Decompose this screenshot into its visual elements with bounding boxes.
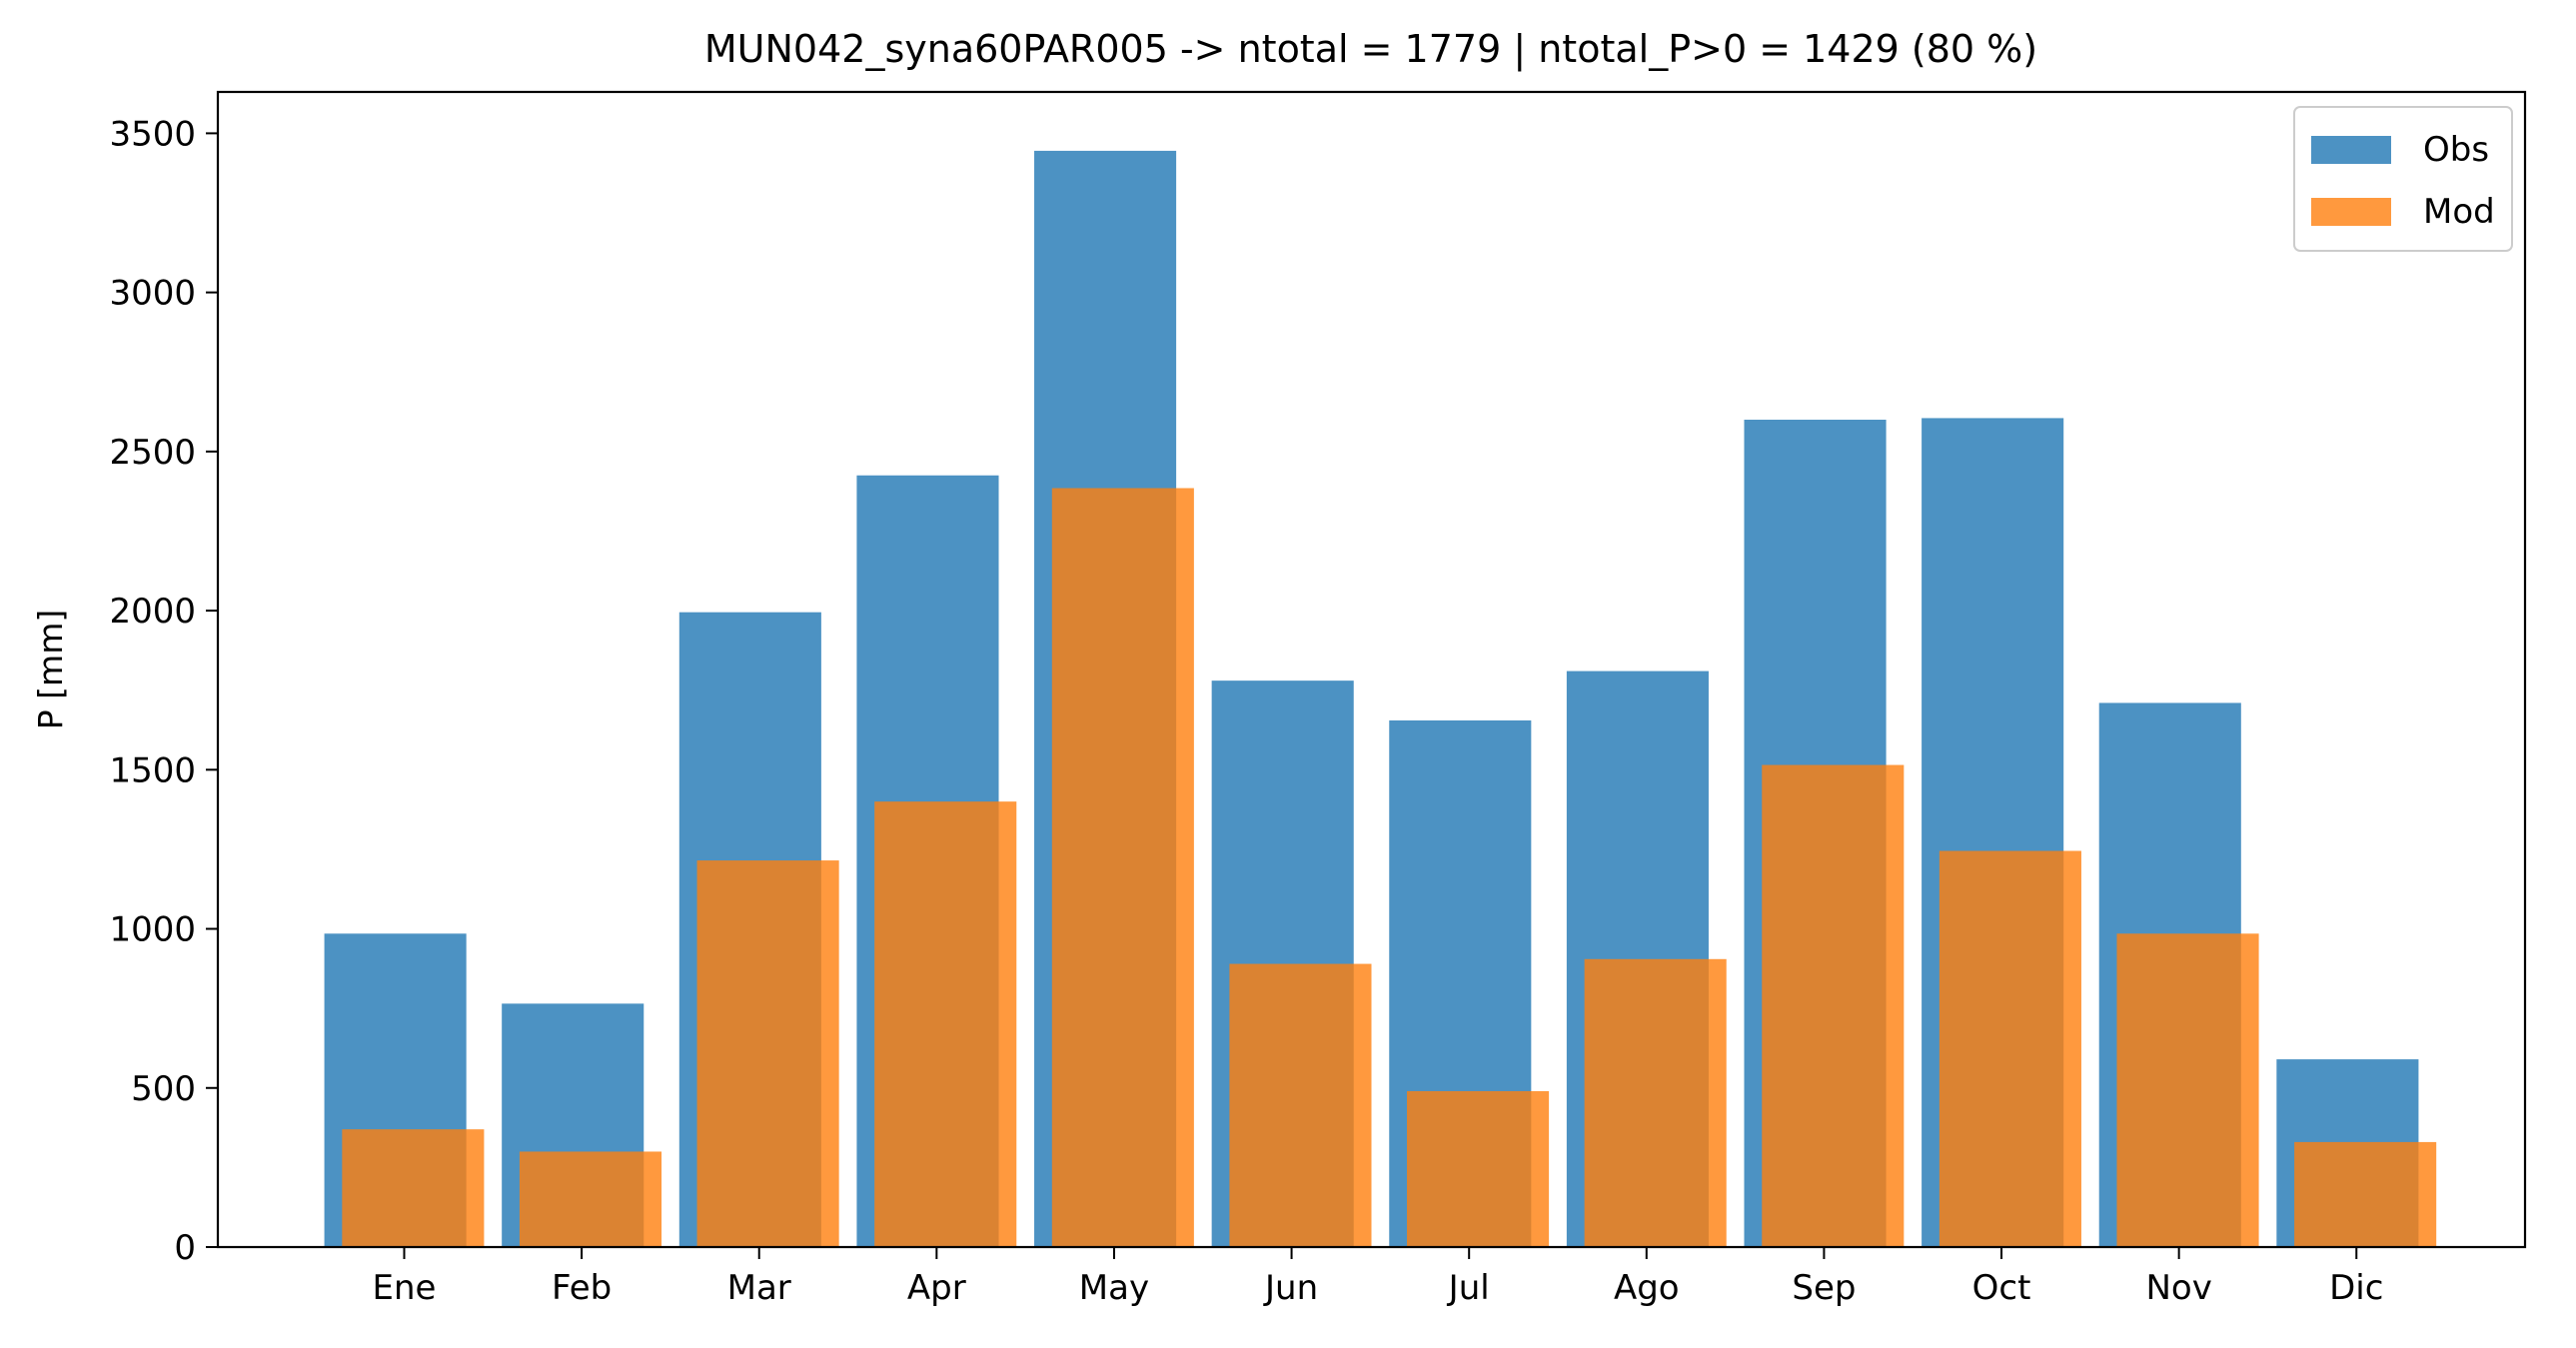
legend: Obs Mod — [2293, 106, 2513, 252]
x-tick-label: Apr — [907, 1268, 966, 1308]
x-tick-label: Jul — [1447, 1268, 1490, 1308]
bar-mod-feb — [519, 1151, 662, 1247]
x-tick-label: Oct — [1972, 1268, 2031, 1308]
x-tick-label: Nov — [2145, 1268, 2211, 1308]
x-tick-label: Mar — [727, 1268, 791, 1308]
y-tick-label: 500 — [131, 1069, 196, 1109]
y-tick-label: 1500 — [109, 750, 196, 790]
y-tick-label: 0 — [174, 1228, 196, 1268]
y-axis: 0 500 1000 1500 2000 2500 3000 3500 — [109, 114, 218, 1268]
x-axis: Ene Feb Mar Apr May Jun Jul Ago Sep Oct Nov Dic — [373, 1247, 2383, 1308]
x-tick-label: Sep — [1792, 1268, 1856, 1308]
bar-mod-oct — [1938, 850, 2081, 1247]
x-tick-label: Ago — [1614, 1268, 1680, 1308]
bar-mod-sep — [1762, 764, 1905, 1247]
bar-mod-apr — [874, 801, 1017, 1247]
x-tick-label: Feb — [552, 1268, 612, 1308]
y-tick-label: 2500 — [109, 433, 196, 473]
legend-label-mod: Mod — [2423, 192, 2495, 232]
y-tick-label: 3000 — [109, 274, 196, 314]
legend-label-obs: Obs — [2423, 130, 2489, 170]
bar-mod-jul — [1407, 1090, 1550, 1247]
y-tick-label: 3500 — [109, 114, 196, 154]
bar-mod-nov — [2116, 933, 2259, 1247]
x-tick-label: May — [1079, 1268, 1149, 1308]
bar-mod-may — [1051, 488, 1194, 1248]
x-tick-label: Jun — [1263, 1268, 1318, 1308]
bar-mod-ene — [342, 1129, 485, 1247]
x-tick-label: Ene — [373, 1268, 437, 1308]
y-tick-label: 2000 — [109, 592, 196, 632]
y-axis-label: P [mm] — [31, 610, 70, 729]
plot-frame — [216, 90, 2527, 1249]
legend-swatch-obs — [2311, 136, 2391, 164]
bar-mod-jun — [1229, 963, 1372, 1247]
chart-title: MUN042_syna60PAR005 -> ntotal = 1779 | n… — [704, 27, 2037, 72]
bar-mod-ago — [1584, 958, 1727, 1247]
bar-mod-mar — [696, 860, 839, 1247]
legend-swatch-mod — [2311, 198, 2391, 226]
bar-mod-dic — [2294, 1141, 2437, 1247]
x-tick-label: Dic — [2329, 1268, 2383, 1308]
y-tick-label: 1000 — [109, 910, 196, 950]
series-mod — [342, 488, 2437, 1248]
